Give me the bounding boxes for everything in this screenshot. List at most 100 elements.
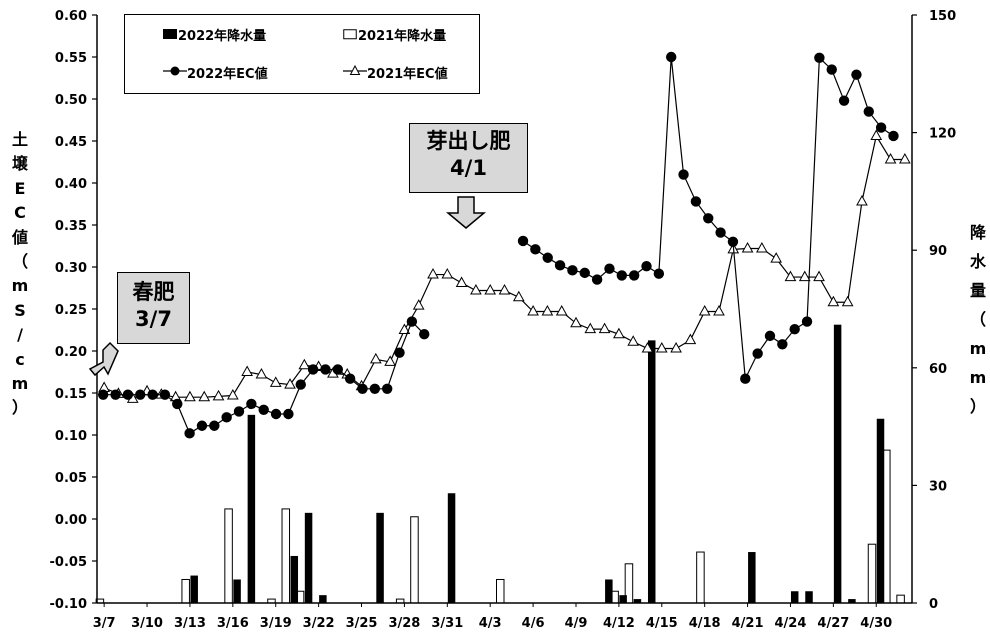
left-tick-label: 0.00 (55, 513, 87, 528)
left-tick-label: 0.55 (55, 51, 87, 66)
point-2022-ec (258, 404, 269, 415)
left-tick-label: 0.05 (55, 471, 87, 486)
bar-2022-precip (848, 599, 856, 603)
x-tick-label: 4/3 (479, 616, 502, 631)
point-2021-ec (884, 152, 897, 164)
point-2021-ec (298, 358, 311, 370)
bar-2021-precip (496, 578, 505, 604)
point-2021-ec (455, 276, 468, 287)
x-axis-tick-labels: 3/7 3/10 3/13 3/16 3/19 3/22 3/25 3/28 3/31 4/3 4/… (93, 616, 892, 631)
point-2022-ec (628, 270, 640, 281)
bar-2021-precip (224, 508, 233, 604)
bar-2022-precip (833, 324, 842, 603)
left-tick-label: 0.40 (55, 177, 87, 192)
point-2021-ec (226, 388, 239, 400)
point-2022-ec (530, 244, 541, 255)
legend-swatch-circle-line (163, 66, 187, 76)
left-tick-label: 0.60 (55, 9, 87, 24)
point-2022-ec (283, 408, 294, 420)
right-axis-label: 降 水 量 （ m m ） (969, 223, 987, 416)
point-2021-ec (841, 295, 854, 307)
right-tick-label: 0 (929, 597, 938, 612)
x-tick-label: 4/30 (860, 616, 892, 631)
legend-swatch-filled-bar (163, 29, 177, 39)
point-2021-ec (255, 367, 268, 379)
point-2021-ec (198, 390, 211, 402)
bar-2021-precip (410, 516, 419, 604)
point-2021-ec (441, 268, 454, 279)
legend: 2022年降水量 2021年降水量 2022年EC値 2021年EC値 (124, 14, 480, 94)
x-tick-label: 3/10 (131, 616, 163, 631)
point-2022-ec (604, 263, 615, 274)
point-2021-ec (713, 304, 725, 316)
point-2022-ec (307, 364, 319, 375)
point-2022-ec (419, 329, 430, 340)
point-2021-ec (384, 355, 396, 366)
bar-2022-precip (304, 512, 313, 603)
left-tick-label: -0.10 (50, 597, 87, 612)
left-axis-tick-labels: -0.10 -0.05 0.00 0.05 0.10 0.15 0.20 0.25 0.30 0.… (50, 9, 87, 612)
point-2021-ec (598, 322, 611, 334)
right-tick-label: 60 (929, 362, 947, 377)
left-tick-label: 0.35 (55, 219, 87, 234)
point-2021-ec (241, 365, 253, 376)
callout-arrows (88, 196, 487, 377)
bar-2022-precip (247, 414, 256, 603)
point-2021-ec (212, 389, 225, 401)
callout-bud-line2: 4/1 (450, 156, 487, 180)
point-2021-ec (484, 283, 497, 295)
point-2021-ec (655, 341, 668, 353)
point-2021-ec (641, 341, 654, 353)
left-tick-label: 0.15 (55, 387, 87, 402)
point-2022-ec (357, 383, 368, 394)
point-2022-ec (295, 379, 306, 390)
point-2022-ec (97, 389, 109, 400)
point-2022-ec (814, 52, 825, 64)
point-2022-ec (221, 412, 232, 423)
precipitation-bars (95, 324, 905, 604)
point-2021-ec (798, 270, 811, 282)
left-tick-label: 0.25 (55, 303, 87, 318)
point-2022-ec (579, 267, 590, 279)
callout-spring-line2: 3/7 (135, 307, 172, 331)
left-axis-label: 土 壌 E C 値 （ m S / c m ） (11, 130, 29, 418)
bar-2022-precip (319, 595, 327, 603)
point-2021-ec (427, 268, 439, 279)
left-tick-label: 0.20 (55, 345, 87, 360)
point-2021-ec (684, 333, 697, 345)
point-2022-ec (394, 347, 405, 358)
bar-2022-precip (290, 555, 299, 603)
point-2022-ec (344, 373, 356, 384)
point-2021-ec (498, 283, 511, 295)
right-tick-label: 90 (929, 244, 947, 259)
x-tick-label: 3/22 (303, 616, 335, 631)
bar-2021-precip (867, 543, 877, 604)
ec-lines (97, 51, 911, 439)
point-2022-ec (838, 95, 850, 106)
point-2022-ec (110, 389, 121, 400)
legend-swatch-open-bar (343, 29, 357, 40)
point-2021-ec (827, 295, 840, 307)
bar-2022-precip (233, 579, 241, 603)
right-tick-label: 30 (929, 479, 947, 494)
point-2022-ec (752, 348, 763, 359)
bar-2021-precip (281, 508, 291, 604)
point-2021-ec (398, 323, 411, 334)
x-tick-label: 3/13 (174, 616, 206, 631)
point-2021-ec (412, 299, 425, 310)
point-2021-ec (184, 390, 196, 402)
x-tick-label: 3/19 (260, 616, 292, 631)
bar-2021-precip (896, 594, 905, 604)
point-2022-ec (209, 420, 220, 431)
point-2021-ec (570, 316, 582, 328)
bar-2022-precip (447, 493, 456, 603)
left-tick-label: 0.30 (55, 261, 87, 276)
point-2021-ec (698, 304, 711, 316)
right-axis-tick-labels: 0 30 60 90 120 150 (929, 9, 956, 612)
point-2022-ec (159, 389, 171, 400)
point-2021-ec (627, 335, 640, 346)
point-2022-ec (567, 265, 578, 276)
point-2022-ec (678, 169, 689, 180)
bar-2022-precip (748, 552, 756, 603)
point-2021-ec (470, 283, 482, 295)
